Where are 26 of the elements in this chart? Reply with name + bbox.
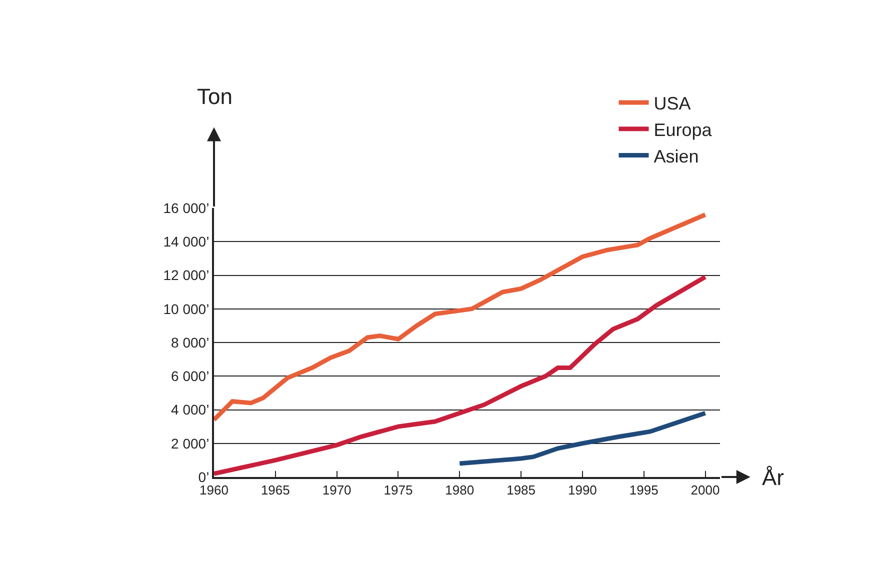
x-tick-label: 1985 xyxy=(506,482,536,498)
x-tick-label: 2000 xyxy=(690,482,720,498)
y-tick-label: 10 000’ xyxy=(163,300,210,317)
y-tick-label: 4 000’ xyxy=(171,402,210,418)
y-tick-label: 6 000’ xyxy=(171,368,210,384)
x-tick-label: 1970 xyxy=(322,482,352,498)
y-tick-label: 8 000’ xyxy=(171,334,210,350)
line-series xyxy=(214,274,708,476)
x-tick-label: 1995 xyxy=(629,482,658,498)
legend-label: Asien xyxy=(654,146,699,166)
x-tick-label: 1965 xyxy=(260,482,290,498)
x-tick-label: 1960 xyxy=(200,482,228,498)
y-axis-title: Ton xyxy=(197,84,232,109)
legend-label: USA xyxy=(654,93,691,114)
y-tick-label: 0’ xyxy=(198,468,210,485)
line-series xyxy=(457,410,708,466)
x-tick-label: 1975 xyxy=(384,482,413,498)
y-tick-label: 2 000’ xyxy=(171,435,210,452)
y-tick-label: 12 000’ xyxy=(163,267,210,284)
y-tick-label: 16 000’ xyxy=(163,200,210,216)
line-series xyxy=(214,212,708,422)
x-tick-label: 1990 xyxy=(568,482,597,498)
x-axis-title: År xyxy=(762,465,784,490)
y-tick-label: 14 000’ xyxy=(163,234,210,250)
x-tick-label: 1980 xyxy=(445,482,474,498)
legend-label: Europa xyxy=(654,120,713,140)
